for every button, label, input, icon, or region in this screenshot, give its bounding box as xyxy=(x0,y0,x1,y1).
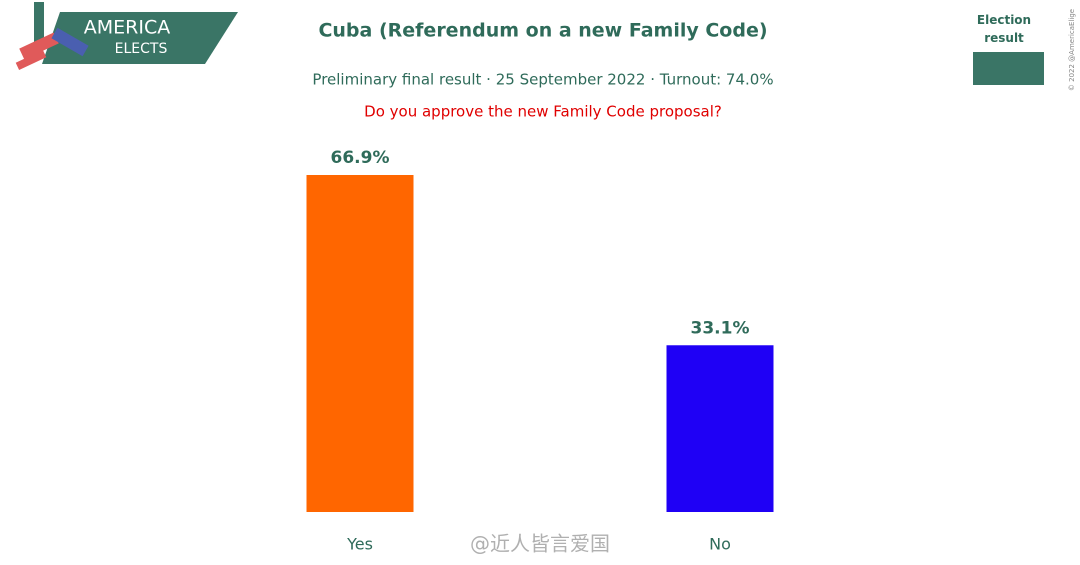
value-label: 33.1% xyxy=(691,318,750,338)
value-label: 66.9% xyxy=(331,148,390,168)
chart-title: Cuba (Referendum on a new Family Code) xyxy=(318,20,767,42)
question: Do you approve the new Family Code propo… xyxy=(364,103,722,121)
copyright: © 2022 @AmericaElige xyxy=(1068,9,1076,91)
logo-text: ELECTS xyxy=(115,41,168,57)
legend-swatch xyxy=(973,52,1044,85)
x-tick-label: No xyxy=(709,535,731,554)
bar xyxy=(666,345,774,512)
legend-title: Election result xyxy=(976,13,1032,45)
logo-shape xyxy=(15,50,47,70)
logo-text: AMERICA xyxy=(84,17,170,39)
x-tick-label: Yes xyxy=(346,535,373,554)
logo-shape xyxy=(34,2,44,42)
logo: AMERICA ELECTS xyxy=(15,2,238,70)
watermark: @近人皆言爱国 xyxy=(470,532,610,556)
logo-shape xyxy=(19,32,59,60)
chart-subtitle: Preliminary final result · 25 September … xyxy=(312,71,773,89)
logo-banner xyxy=(42,12,238,64)
bar xyxy=(306,175,414,512)
logo-shape xyxy=(51,27,89,57)
